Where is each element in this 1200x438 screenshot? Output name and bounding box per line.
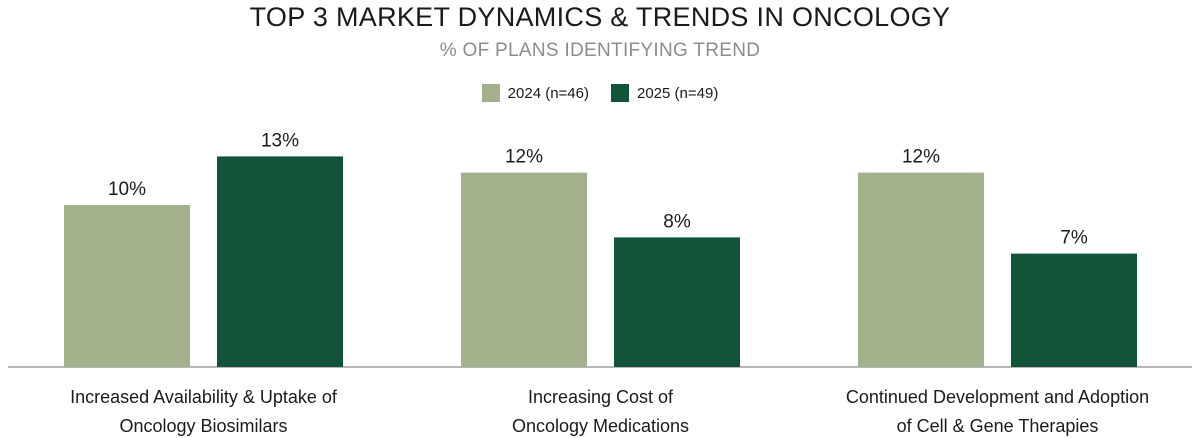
category-label-2-line2: Oncology Medications [512,416,689,436]
legend-swatch-2024 [481,84,500,102]
data-label-2024-cat1: 10% [108,179,146,200]
legend-item-2025: 2025 (n=49) [611,84,718,102]
category-label-3-line2: of Cell & Gene Therapies [897,416,1099,436]
chart-subtitle: % OF PLANS IDENTIFYING TREND [439,40,761,61]
bar-2025-cat2 [614,237,740,367]
bar-2024-cat3 [858,172,984,367]
bar-2025-cat1 [217,156,343,367]
legend: 2024 (n=46) 2025 (n=49) [0,84,1200,102]
bar-2025-cat3 [1011,253,1137,367]
data-label-2025-cat2: 8% [663,211,691,232]
legend-item-2024: 2024 (n=46) [481,84,589,102]
bar-2024-cat2 [461,172,587,367]
legend-swatch-2025 [611,84,629,102]
chart-title: TOP 3 MARKET DYNAMICS & TRENDS IN ONCOLO… [249,2,951,32]
legend-label-2025: 2025 (n=49) [637,84,719,102]
category-label-2-line1: Increasing Cost of [528,387,674,407]
category-label-3-line1: Continued Development and Adoption [846,387,1149,407]
data-label-2025-cat3: 7% [1060,228,1088,249]
data-label-2025-cat1: 13% [261,130,299,151]
category-label-1-line1: Increased Availability & Uptake of [70,387,338,407]
category-label-1-line2: Oncology Biosimilars [119,416,287,436]
data-label-2024-cat3: 12% [902,147,940,168]
data-label-2024-cat2: 12% [505,147,543,168]
legend-label-2024: 2024 (n=46) [507,84,589,102]
bar-2024-cat1 [64,205,190,367]
